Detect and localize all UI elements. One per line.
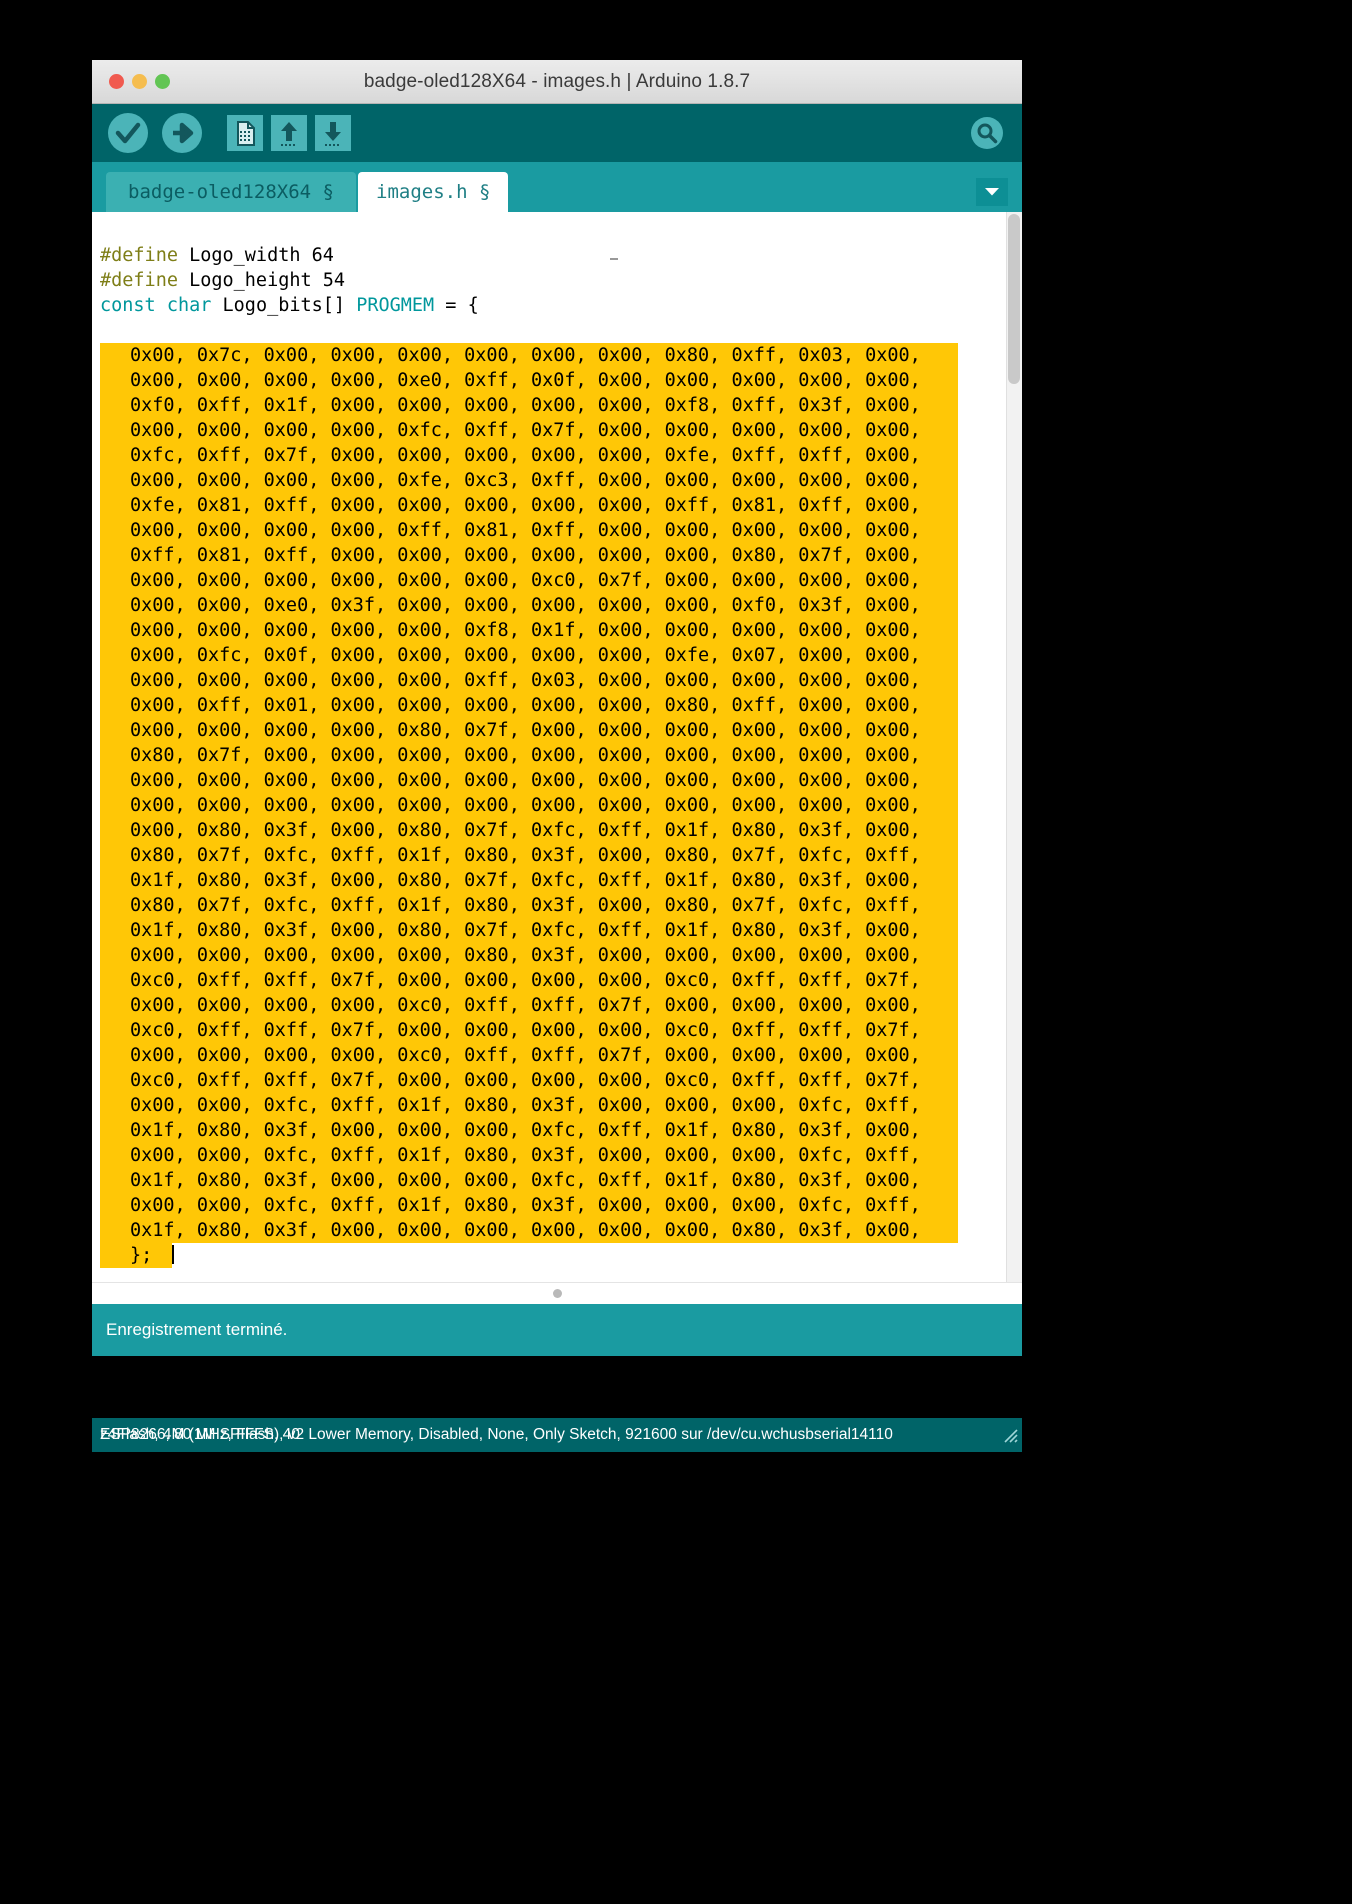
tab-images-h[interactable]: images.h § [358,172,509,212]
hex-data-line: 0x00, 0x00, 0xfc, 0xff, 0x1f, 0x80, 0x3f… [100,1193,958,1218]
hex-data-line: 0x00, 0x00, 0x00, 0x00, 0x00, 0x00, 0x00… [100,793,958,818]
hex-data-line: 0x00, 0x00, 0xfc, 0xff, 0x1f, 0x80, 0x3f… [100,1093,958,1118]
hex-data-line: 0x00, 0x00, 0x00, 0x00, 0xc0, 0xff, 0xff… [100,1043,958,1068]
code-editor[interactable]: #define Logo_width 64 #define Logo_heigh… [92,212,1022,1282]
tab-menu-button[interactable] [976,178,1008,206]
minimize-window-button[interactable] [132,74,147,89]
hex-data-line: 0xfc, 0xff, 0x7f, 0x00, 0x00, 0x00, 0x00… [100,443,958,468]
board-info-stack: z4Flash, 4M (1M SPIFFS), v2 Lower Memory… [92,1426,893,1444]
code-line-end: }; [100,1243,1022,1268]
tab-bar: badge-oled128X64 § images.h § [92,162,1022,212]
toolbar [92,104,1022,162]
close-window-button[interactable] [109,74,124,89]
hex-data-line: 0x00, 0x00, 0x00, 0x00, 0x00, 0x00, 0xc0… [100,568,958,593]
hex-data-block: 0x00, 0x7c, 0x00, 0x00, 0x00, 0x00, 0x00… [100,343,1022,1243]
hex-data-line: 0x00, 0x00, 0x00, 0x00, 0xc0, 0xff, 0xff… [100,993,958,1018]
zoom-window-button[interactable] [155,74,170,89]
tab-badge-oled128x64[interactable]: badge-oled128X64 § [106,172,356,212]
hex-data-line: 0x1f, 0x80, 0x3f, 0x00, 0x80, 0x7f, 0xfc… [100,918,958,943]
hex-data-line: 0x00, 0xfc, 0x0f, 0x00, 0x00, 0x00, 0x00… [100,643,958,668]
arduino-ide-window: badge-oled128X64 - images.h | Arduino 1.… [92,60,1022,1450]
open-button[interactable] [270,114,308,152]
hex-data-line: 0x80, 0x7f, 0x00, 0x00, 0x00, 0x00, 0x00… [100,743,958,768]
code-line-define-height: #define Logo_height 54 [100,270,345,291]
hex-data-line: 0x00, 0x00, 0xfc, 0xff, 0x1f, 0x80, 0x3f… [100,1143,958,1168]
code-line-declaration: const char Logo_bits[] PROGMEM = { [100,295,479,316]
hex-data-line: 0x00, 0x00, 0x00, 0x00, 0xe0, 0xff, 0x0f… [100,368,958,393]
status-message-bar: Enregistrement terminé. [92,1304,1022,1356]
save-button[interactable] [314,114,352,152]
hex-data-line: 0x00, 0x00, 0x00, 0x00, 0x00, 0xff, 0x03… [100,668,958,693]
text-cursor [172,1245,174,1264]
hex-data-line: 0xc0, 0xff, 0xff, 0x7f, 0x00, 0x00, 0x00… [100,1068,958,1093]
hex-data-line: 0x00, 0x00, 0x00, 0x00, 0x00, 0xf8, 0x1f… [100,618,958,643]
hex-data-line: 0x00, 0x00, 0x00, 0x00, 0xfe, 0xc3, 0xff… [100,468,958,493]
window-controls [109,74,170,89]
identifier-logo-bits: Logo_bits[] [211,295,357,316]
code-line-define-width: #define Logo_width 64 [100,245,334,266]
hex-data-line: 0x80, 0x7f, 0xfc, 0xff, 0x1f, 0x80, 0x3f… [100,893,958,918]
verify-button[interactable] [106,111,150,155]
hex-data-line: 0xc0, 0xff, 0xff, 0x7f, 0x00, 0x00, 0x00… [100,968,958,993]
hex-data-line: 0xfe, 0x81, 0xff, 0x00, 0x00, 0x00, 0x00… [100,493,958,518]
scrollbar-thumb[interactable] [1008,214,1020,384]
serial-monitor-button[interactable] [970,116,1004,150]
hex-data-line: 0x00, 0x00, 0x00, 0x00, 0xfc, 0xff, 0x7f… [100,418,958,443]
hex-data-line: 0x00, 0x00, 0x00, 0x00, 0xff, 0x81, 0xff… [100,518,958,543]
hex-data-line: 0x00, 0x00, 0xe0, 0x3f, 0x00, 0x00, 0x00… [100,593,958,618]
editor-stray-mark [610,258,618,260]
keyword-progmem: PROGMEM [356,295,435,316]
array-end-token: }; [100,1243,172,1268]
hex-data-line: 0xff, 0x81, 0xff, 0x00, 0x00, 0x00, 0x00… [100,543,958,568]
editor-vertical-scrollbar[interactable] [1006,212,1022,1282]
upload-button[interactable] [160,111,204,155]
hex-data-line: 0x80, 0x7f, 0xfc, 0xff, 0x1f, 0x80, 0x3f… [100,843,958,868]
hex-data-line: 0x00, 0x00, 0x00, 0x00, 0x00, 0x00, 0x00… [100,768,958,793]
resize-grip-icon[interactable] [999,1424,1019,1444]
new-button[interactable] [226,114,264,152]
status-message-text: Enregistrement terminé. [106,1320,288,1339]
hex-data-line: 0x1f, 0x80, 0x3f, 0x00, 0x00, 0x00, 0x00… [100,1218,958,1243]
tab-label: images.h § [376,181,491,203]
board-info-text: z4Flash, 4M (1M SPIFFS), v2 Lower Memory… [100,1426,893,1443]
hex-data-line: 0x00, 0x00, 0x00, 0x00, 0x80, 0x7f, 0x00… [100,718,958,743]
title-bar: badge-oled128X64 - images.h | Arduino 1.… [92,60,1022,104]
hex-data-line: 0x00, 0x7c, 0x00, 0x00, 0x00, 0x00, 0x00… [100,343,958,368]
tab-label: badge-oled128X64 § [128,181,334,203]
declaration-tail: = { [434,295,479,316]
hex-data-line: 0x00, 0xff, 0x01, 0x00, 0x00, 0x00, 0x00… [100,693,958,718]
divider-handle[interactable] [552,1289,562,1298]
hex-data-line: 0xc0, 0xff, 0xff, 0x7f, 0x00, 0x00, 0x00… [100,1018,958,1043]
define-width-rest: Logo_width 64 [177,245,334,266]
editor-console-divider[interactable] [92,1282,1022,1304]
define-height-rest: Logo_height 54 [177,270,346,291]
board-info-overlay-text: ESP8266, 80 MHz, Flash, 40 [100,1426,300,1443]
hex-data-line: 0x00, 0x00, 0x00, 0x00, 0x00, 0x80, 0x3f… [100,943,958,968]
keyword-const-char: const char [100,295,212,316]
chevron-down-icon [985,188,999,196]
keyword-define: #define [100,245,178,266]
window-title: badge-oled128X64 - images.h | Arduino 1.… [363,70,751,92]
hex-data-line: 0x1f, 0x80, 0x3f, 0x00, 0x00, 0x00, 0xfc… [100,1168,958,1193]
code-content: #define Logo_width 64 #define Logo_heigh… [100,218,1022,343]
board-info-bar: z4Flash, 4M (1M SPIFFS), v2 Lower Memory… [92,1418,1022,1452]
keyword-define: #define [100,270,178,291]
hex-data-line: 0x00, 0x80, 0x3f, 0x00, 0x80, 0x7f, 0xfc… [100,818,958,843]
hex-data-line: 0xf0, 0xff, 0x1f, 0x00, 0x00, 0x00, 0x00… [100,393,958,418]
hex-data-line: 0x1f, 0x80, 0x3f, 0x00, 0x00, 0x00, 0xfc… [100,1118,958,1143]
hex-data-line: 0x1f, 0x80, 0x3f, 0x00, 0x80, 0x7f, 0xfc… [100,868,958,893]
